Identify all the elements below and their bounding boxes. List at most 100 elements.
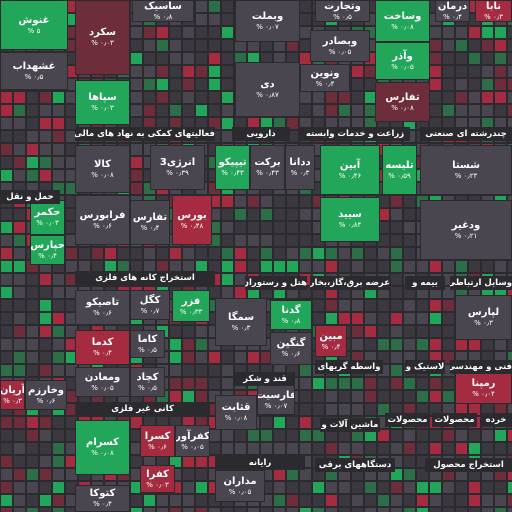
filler-cell [429,52,442,65]
filler-cell [247,260,260,273]
filler-cell [156,39,169,52]
sector-label: محصولات [385,413,430,427]
ticker-change: ۰٫۰۷ % [256,22,279,31]
ticker-name: سیید [338,209,362,220]
sector-label: کانی غیر فلزی [75,402,210,416]
filler-cell [221,507,234,512]
ticker-tile: کتوکا ۰٫۴ % [75,485,130,512]
ticker-tile: کسرا ۰٫۶ % [140,425,175,457]
ticker-tile: فرابورس ۰٫۶ % [75,195,130,245]
filler-cell [377,481,390,494]
filler-cell [338,442,351,455]
filler-cell [429,312,442,325]
filler-cell [221,78,234,91]
filler-cell [143,65,156,78]
filler-cell [494,91,507,104]
filler-cell [13,455,26,468]
filler-cell [130,156,143,169]
filler-cell [0,130,13,143]
filler-cell [13,468,26,481]
ticker-change: ۰٫۰۳ % [91,39,114,47]
filler-cell [169,351,182,364]
filler-cell [325,91,338,104]
filler-cell [182,364,195,377]
ticker-change: ۰٫۰۸ % [224,414,248,422]
filler-cell [299,247,312,260]
filler-cell [208,0,221,13]
filler-cell [299,494,312,507]
filler-cell [156,507,169,512]
ticker-change: ۰٫۴ % [93,500,112,508]
filler-cell [364,494,377,507]
filler-cell [52,299,65,312]
ticker-tile: سمگا ۰٫۳ % [215,298,267,346]
ticker-tile: ودغیر ۰٫۲۱ % [420,200,512,260]
filler-cell [260,442,273,455]
filler-cell [507,39,512,52]
filler-cell [429,494,442,507]
filler-cell [39,143,52,156]
filler-cell [130,26,143,39]
filler-cell [351,260,364,273]
filler-cell [52,507,65,512]
filler-cell [26,169,39,182]
filler-cell [260,429,273,442]
filler-cell [247,221,260,234]
ticker-tile: وساخت ۰٫۰۸ % [375,0,430,42]
filler-cell [377,260,390,273]
filler-cell [195,78,208,91]
filler-cell [156,52,169,65]
ticker-name: دی [260,79,275,90]
ticker-name: نابا [485,0,502,12]
filler-cell [130,91,143,104]
ticker-name: کسرا [144,430,171,442]
filler-cell [13,234,26,247]
sector-label: محصولات [432,413,477,427]
filler-cell [494,26,507,39]
filler-cell [169,507,182,512]
ticker-name: سمگا [227,311,255,323]
filler-cell [0,416,13,429]
filler-cell [221,0,234,13]
ticker-change: ۰٫۴ % [443,12,462,21]
filler-cell [208,52,221,65]
ticker-change: ۰٫۷ % [140,306,160,315]
filler-cell [65,247,78,260]
filler-cell [403,338,416,351]
filler-cell [390,260,403,273]
filler-cell [182,52,195,65]
filler-cell [26,273,39,286]
filler-cell [286,494,299,507]
filler-cell [195,247,208,260]
filler-cell [390,390,403,403]
filler-cell [455,91,468,104]
filler-cell [442,65,455,78]
filler-cell [169,65,182,78]
ticker-change: ۰٫۵ % [138,383,157,392]
filler-cell [416,481,429,494]
filler-cell [39,338,52,351]
ticker-name: تفارس [385,91,420,103]
filler-cell [221,377,234,390]
filler-cell [351,403,364,416]
filler-cell [39,468,52,481]
filler-cell [143,26,156,39]
filler-cell [455,429,468,442]
filler-cell [455,481,468,494]
ticker-change: ۰٫۴ % [315,79,335,88]
filler-cell [143,104,156,117]
filler-cell [221,104,234,117]
filler-cell [442,91,455,104]
filler-cell [273,234,286,247]
filler-cell [507,507,512,512]
sector-label: رایانه [215,456,305,470]
filler-cell [247,429,260,442]
filler-cell [403,325,416,338]
ticker-tile: حکمر ۰٫۰۳ % [30,200,65,235]
filler-cell [442,39,455,52]
filler-cell [403,442,416,455]
sector-label: خرده [480,413,512,427]
filler-cell [494,78,507,91]
filler-cell [221,364,234,377]
ticker-change: ۰٫۸۷ % [256,91,279,99]
